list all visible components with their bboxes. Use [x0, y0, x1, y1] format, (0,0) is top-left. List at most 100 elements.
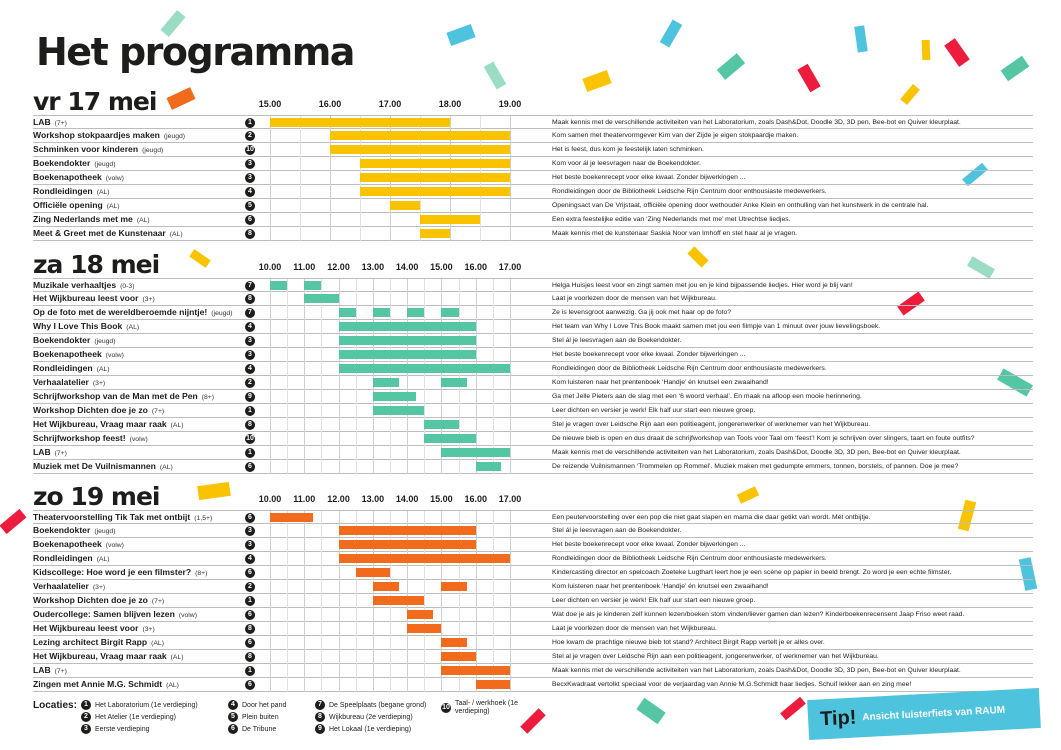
program-audience: (AL)	[106, 203, 120, 210]
gridline	[360, 213, 361, 227]
gridline	[287, 446, 289, 460]
legend-text: De Tribune	[242, 725, 277, 733]
gridline	[287, 524, 289, 538]
gridline	[372, 664, 374, 678]
program-audience: (AL)	[170, 654, 184, 661]
time-bar	[338, 350, 476, 359]
program-name: Kidscollege: Hoe word je een filmster? (8…	[33, 567, 208, 577]
time-bar	[475, 462, 502, 471]
gridline	[510, 334, 511, 348]
location-badge: 8	[315, 712, 325, 722]
gridline	[287, 664, 289, 678]
program-name: Workshop Dichten doe je zo (7+)	[33, 595, 165, 605]
time-bar	[338, 322, 476, 331]
program-row: Schminken voor kinderen (jeugd) 10 Het is f…	[33, 143, 1033, 157]
gridline	[321, 678, 323, 692]
gridline	[330, 171, 331, 185]
gridline	[321, 650, 323, 664]
program-description: Kindercasting director en spelcoach Zoet…	[552, 569, 952, 576]
program-name: Workshop stokpaardjes maken (jeugd)	[33, 130, 186, 140]
gridline	[510, 227, 511, 241]
time-tick: 17.00	[498, 494, 522, 504]
timeline	[270, 227, 511, 241]
location-badge: 3	[81, 724, 91, 734]
gridline	[458, 306, 460, 320]
gridline	[338, 636, 340, 650]
gridline	[287, 678, 289, 692]
gridline	[270, 664, 271, 678]
program-description: Ze is levensgroot aanwezig. Ga jij ook m…	[552, 309, 732, 316]
gridline	[424, 580, 426, 594]
gridline	[458, 404, 460, 418]
gridline	[492, 279, 494, 293]
gridline	[390, 608, 391, 622]
gridline	[458, 279, 460, 293]
gridline	[510, 524, 511, 538]
program-description: Het beste boekenrecept voor elke kwaal. …	[552, 174, 746, 181]
time-tick: 14.00	[395, 494, 419, 504]
gridline	[510, 636, 511, 650]
time-bar	[424, 434, 476, 443]
gridline	[441, 622, 443, 636]
gridline	[270, 608, 271, 622]
gridline	[492, 580, 494, 594]
gridline	[441, 594, 443, 608]
location-badge: 6	[245, 679, 255, 690]
program-name: Het Wijkbureau, Vraag maar raak (AL)	[33, 419, 184, 429]
gridline	[304, 390, 306, 404]
gridline	[321, 390, 323, 404]
gridline	[270, 538, 271, 552]
gridline	[510, 185, 511, 199]
time-tick: 11.00	[293, 494, 316, 504]
timeline	[270, 432, 511, 446]
gridline	[510, 390, 511, 404]
gridline	[372, 608, 374, 622]
program-description: Het beste boekenrecept voor elke kwaal. …	[552, 351, 746, 358]
time-tick: 12.00	[327, 262, 350, 272]
day-section-za: za 18 mei 10.00 11.00 12.00 13.00 14.00 15.00 1…	[33, 250, 1033, 474]
program-row: Boekendokter (jeugd) 3 Stel ál je leesvrage…	[33, 334, 1033, 348]
gridline	[441, 279, 443, 293]
legend-label: Locaties:	[33, 700, 77, 711]
location-badge: 4	[245, 186, 255, 197]
gridline	[492, 390, 494, 404]
timeline	[270, 664, 511, 678]
gridline	[424, 678, 426, 692]
gridline	[360, 199, 361, 213]
timeline	[270, 292, 511, 306]
legend-text: Taal- / werkhoek (1e verdieping)	[455, 700, 519, 715]
gridline	[338, 279, 340, 293]
program-description: Helga Huisjes leest voor en zingt samen …	[552, 282, 853, 289]
time-bar	[372, 392, 416, 401]
location-badge: 8	[245, 228, 255, 239]
gridline	[424, 446, 426, 460]
program-name: Muzikale verhaaltjes (0-3)	[33, 280, 135, 290]
timeline	[270, 446, 511, 460]
program-name: Meet & Greet met de Kunstenaar (AL)	[33, 228, 183, 238]
gridline	[355, 404, 357, 418]
program-description: Wat doe je als je kinderen zelf kunnen l…	[552, 611, 965, 618]
time-bar	[338, 554, 510, 563]
time-bar	[338, 540, 476, 549]
gridline	[510, 129, 511, 143]
confetti	[716, 53, 746, 80]
gridline	[270, 552, 271, 566]
gridline	[510, 143, 511, 157]
time-bar	[441, 652, 476, 661]
gridline	[355, 664, 357, 678]
location-badge: 2	[245, 377, 255, 388]
gridline	[510, 566, 511, 580]
location-badge: 6	[245, 512, 255, 523]
program-audience: (jeugd)	[142, 147, 164, 154]
program-audience: (AL)	[151, 640, 164, 647]
gridline	[390, 664, 391, 678]
location-badge: 1	[81, 700, 91, 710]
gridline	[287, 622, 289, 636]
time-bar	[407, 308, 425, 317]
program-description: Leer dichten en versier je werk! Elk hal…	[552, 407, 756, 414]
legend-text: Het Lokaal (1e verdieping)	[329, 725, 412, 733]
gridline	[287, 580, 289, 594]
timeline	[270, 116, 511, 130]
gridline	[492, 292, 494, 306]
gridline	[338, 664, 340, 678]
